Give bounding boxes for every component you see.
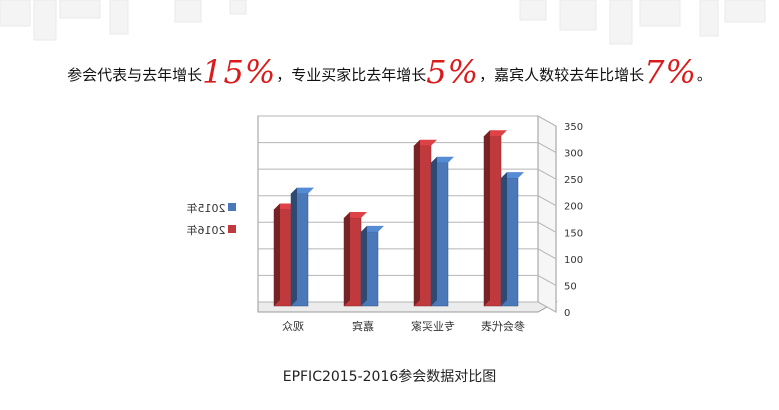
x-category-label: 专业买家 [411,319,455,333]
skyline-decoration [0,0,766,45]
headline-text-1: 参会代表与去年增长 [67,66,203,84]
gridline-depth [537,142,557,154]
bar-side-face [291,187,297,306]
bar-side-face [274,203,280,306]
bar-side-face [361,225,367,306]
headline-text-2: ，专业买家比去年增长 [276,66,427,84]
y-tick-label: 50 [564,281,577,292]
bar-side-face [484,130,490,306]
bar-side-face [344,212,350,306]
y-tick-label: 300 [564,149,583,160]
growth-headline: 参会代表与去年增长15%，专业买家比去年增长5%，嘉宾人数较去年比增长7%。 [0,52,779,92]
bar-side-face [414,139,420,306]
gridline-depth [537,221,557,233]
chart-caption: EPFIC2015-2016参会数据对比图 [282,369,497,385]
y-tick-label: 350 [564,122,583,133]
x-category-label: 参会代表 [481,319,525,333]
x-category-label: 观众 [282,320,304,333]
gridline-depth [537,274,557,286]
legend-label: 2016年 [187,223,226,237]
bar-side-face [431,156,437,306]
gridline-depth [537,301,557,313]
headline-pct-2: 5% [426,53,480,91]
y-tick-label: 0 [564,308,570,319]
legend-swatch [228,225,236,233]
gridline-depth [537,195,557,207]
plot-depth-guide [538,104,556,116]
y-tick-label: 250 [564,175,583,186]
y-tick-label: 100 [564,255,583,266]
gridline-depth [537,115,557,127]
headline-text-3: ，嘉宾人数较去年比增长 [479,66,645,84]
plot-side-wall [537,115,557,313]
gridline-depth [537,168,557,180]
gridline-depth [537,248,557,260]
headline-text-end: 。 [696,66,712,84]
y-tick-label: 200 [564,202,583,213]
bar-side-face [501,172,507,306]
legend-label: 2015年 [187,201,226,215]
y-tick-label: 150 [564,228,583,239]
legend-swatch [228,203,236,211]
headline-pct-3: 7% [644,53,697,91]
headline-pct-1: 15% [202,53,277,91]
x-category-label: 嘉宾 [352,319,374,333]
